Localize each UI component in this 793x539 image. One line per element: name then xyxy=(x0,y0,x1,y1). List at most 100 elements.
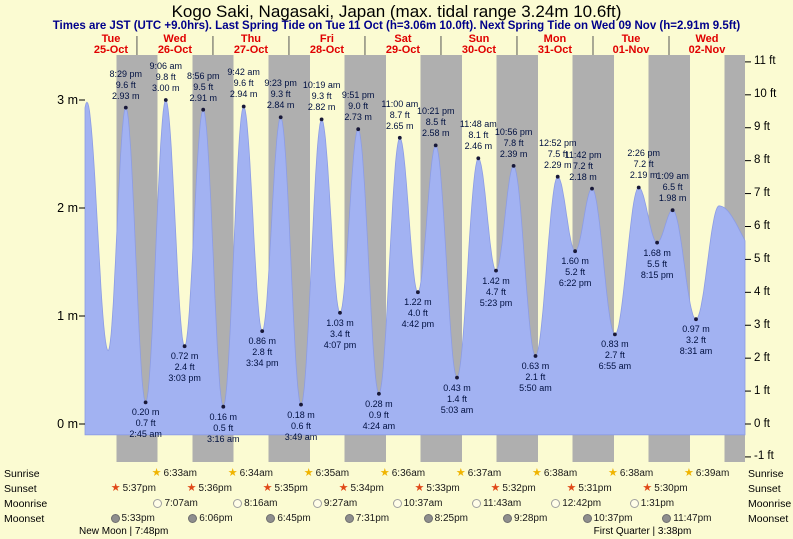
tide-high-label: 12:52 pm 7.5 ft 2.29 m xyxy=(527,138,589,171)
moonrise-circle xyxy=(472,498,482,508)
day-weekday: Sat xyxy=(394,33,412,45)
feet-tick-label: 6 ft xyxy=(754,219,770,232)
tide-low-marker xyxy=(260,329,265,333)
tide-label-line: 2.4 ft xyxy=(174,362,195,373)
moonrise-circle xyxy=(233,498,243,508)
tide-low-label: 1.68 m 5.5 ft 8:15 pm xyxy=(626,248,688,281)
sunrise-time: 6:38am xyxy=(619,467,654,479)
tide-low-label: 0.20 m 0.7 ft 2:45 am xyxy=(115,407,177,440)
tide-label-line: 0.83 m xyxy=(601,339,629,350)
day-label: Tue 25-Oct xyxy=(79,34,143,55)
tide-low-label: 0.16 m 0.5 ft 3:16 am xyxy=(192,412,254,445)
sunset-star: ★ xyxy=(338,481,349,494)
moonrise-entry: 12:42pm xyxy=(551,497,601,509)
moonset-row-label: Moonset xyxy=(748,513,789,525)
sunset-entry: ★ 5:36pm xyxy=(187,482,232,494)
day-date: 26-Oct xyxy=(157,43,193,56)
tide-label-line: 2.73 m xyxy=(344,112,372,123)
tide-label-line: 12:52 pm xyxy=(538,137,577,148)
day-label: Mon 31-Oct xyxy=(523,34,587,55)
day-weekday: Tue xyxy=(101,33,121,45)
tide-label-line: 11:42 pm xyxy=(564,149,602,160)
tide-label-line: 0.43 m xyxy=(443,382,471,393)
tide-label-line: 2.39 m xyxy=(499,148,528,159)
day-weekday: Wed xyxy=(695,33,719,45)
tide-high-label: 11:48 am 8.1 ft 2.46 m xyxy=(447,119,509,152)
tide-label-line: 1.42 m xyxy=(482,275,510,286)
tide-low-label: 0.43 m 1.4 ft 5:03 am xyxy=(426,383,488,416)
tide-label-line: 0.7 ft xyxy=(135,418,156,429)
sunset-entry: ★ 5:34pm xyxy=(339,482,384,494)
tide-label-line: 11:48 am xyxy=(459,119,497,130)
tide-high-marker xyxy=(511,164,516,168)
moonrise-circle xyxy=(153,498,163,508)
tide-high-marker xyxy=(555,174,560,179)
tide-label-line: 2.7 ft xyxy=(604,350,625,361)
day-date: 28-Oct xyxy=(309,43,345,56)
tide-low-marker xyxy=(573,249,577,254)
moonrise-entry: 11:43am xyxy=(472,497,521,509)
sunrise-star: ★ xyxy=(684,466,694,479)
tide-label-line: 1.03 m xyxy=(326,317,354,328)
sunset-time: 5:35pm xyxy=(274,482,308,494)
tide-high-marker xyxy=(397,135,402,140)
day-weekday: Wed xyxy=(163,33,187,45)
day-date: 02-Nov xyxy=(688,43,726,56)
sunset-star: ★ xyxy=(566,481,577,494)
tide-low-label: 1.22 m 4.0 ft 4:42 pm xyxy=(387,297,449,330)
moonset-time: 11:47pm xyxy=(673,512,712,524)
moonrise-circle xyxy=(551,498,561,508)
moonrise-time: 8:16am xyxy=(244,497,278,509)
tide-label-line: 3:49 am xyxy=(284,431,318,442)
sunset-row-label: Sunset xyxy=(748,483,781,495)
moonset-circle xyxy=(662,513,672,523)
day-weekday: Fri xyxy=(319,33,334,45)
feet-tick-label: 5 ft xyxy=(754,252,770,265)
moonset-time: 8:25pm xyxy=(434,512,468,524)
moonset-circle xyxy=(110,513,120,523)
sunset-time: 5:33pm xyxy=(426,482,460,494)
tide-label-line: 8.5 ft xyxy=(425,117,446,128)
moonset-entry: 11:47pm xyxy=(662,512,711,524)
moonset-circle xyxy=(502,513,512,523)
tide-label-line: 0.16 m xyxy=(209,411,238,422)
sunset-time: 5:34pm xyxy=(350,482,384,494)
tide-high-label: 8:29 pm 9.6 ft 2.93 m xyxy=(95,69,157,102)
tide-low-marker xyxy=(377,391,381,396)
tide-low-label: 0.28 m 0.9 ft 4:24 am xyxy=(348,399,410,432)
tide-high-marker xyxy=(241,104,246,109)
tide-label-line: 2.1 ft xyxy=(525,371,546,382)
sunset-time: 5:32pm xyxy=(502,482,536,494)
tide-label-line: 4:07 pm xyxy=(323,339,357,350)
tide-label-line: 2.46 m xyxy=(464,141,493,152)
tide-label-line: 6:22 pm xyxy=(558,278,592,289)
tide-label-line: 8:29 pm xyxy=(109,68,143,79)
tide-label-line: 8.1 ft xyxy=(468,130,489,141)
tide-label-line: 9:42 am xyxy=(227,67,260,78)
sunrise-entry: ★ 6:33am xyxy=(152,467,197,479)
moonrise-entry: 9:27am xyxy=(312,497,357,509)
feet-tick-label: 1 ft xyxy=(754,384,770,397)
tide-high-label: 10:21 pm 8.5 ft 2.58 m xyxy=(405,106,467,139)
tide-high-marker xyxy=(590,186,594,191)
sunrise-star: ★ xyxy=(303,466,314,479)
tide-label-line: 2.58 m xyxy=(421,128,450,139)
tide-label-line: 5.5 ft xyxy=(647,258,668,269)
moonrise-entry: 1:31pm xyxy=(629,497,674,509)
tide-label-line: 3.4 ft xyxy=(329,328,350,339)
tide-label-line: 0.20 m xyxy=(131,407,160,418)
tide-high-label: 9:51 pm 9.0 ft 2.73 m xyxy=(327,90,389,123)
tide-low-label: 0.18 m 0.6 ft 3:49 am xyxy=(270,410,332,443)
tide-label-line: 1.98 m xyxy=(658,193,687,204)
sunrise-star: ★ xyxy=(531,466,542,479)
tide-label-line: 5:50 am xyxy=(519,382,552,393)
moonrise-time: 12:42pm xyxy=(562,497,602,509)
moonset-entry: 7:31pm xyxy=(344,512,389,524)
tide-low-marker xyxy=(655,240,659,245)
feet-tick-label: 10 ft xyxy=(754,88,777,101)
tide-low-label: 1.60 m 5.2 ft 6:22 pm xyxy=(544,256,606,289)
day-label: Tue 01-Nov xyxy=(599,34,663,55)
